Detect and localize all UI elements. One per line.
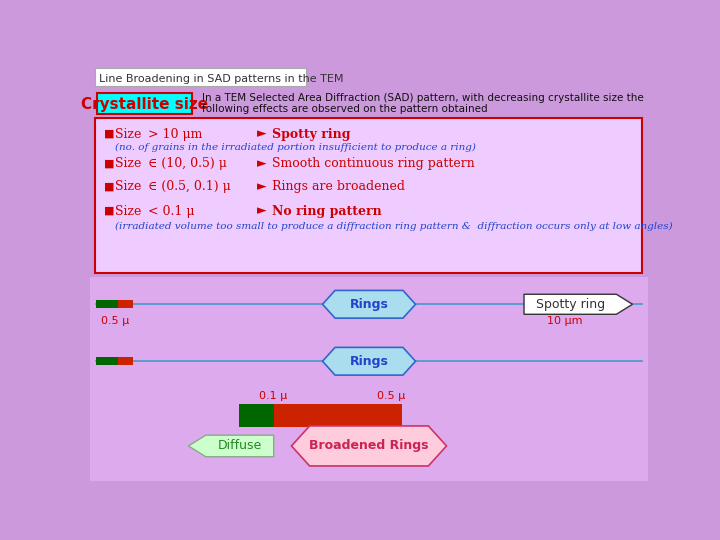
Polygon shape bbox=[189, 435, 274, 457]
Text: Diffuse: Diffuse bbox=[217, 440, 262, 453]
Text: Crystallite size: Crystallite size bbox=[81, 97, 208, 112]
Text: ►: ► bbox=[256, 127, 266, 140]
Text: Rings: Rings bbox=[350, 298, 388, 311]
Text: following effects are observed on the pattern obtained: following effects are observed on the pa… bbox=[202, 104, 488, 114]
Text: Rings: Rings bbox=[350, 355, 388, 368]
Text: ►: ► bbox=[256, 180, 266, 193]
Text: (no. of grains in the irradiated portion insufficient to produce a ring): (no. of grains in the irradiated portion… bbox=[114, 143, 476, 152]
Text: Broadened Rings: Broadened Rings bbox=[310, 440, 428, 453]
Text: No ring pattern: No ring pattern bbox=[272, 205, 382, 218]
Text: Spotty ring: Spotty ring bbox=[272, 127, 351, 140]
Text: Size: Size bbox=[114, 127, 141, 140]
Text: ∈ (0.5, 0.1) μ: ∈ (0.5, 0.1) μ bbox=[148, 180, 231, 193]
Text: Size: Size bbox=[114, 157, 141, 170]
FancyBboxPatch shape bbox=[239, 403, 274, 427]
Text: ■: ■ bbox=[104, 181, 114, 192]
FancyBboxPatch shape bbox=[118, 300, 133, 308]
Text: 0.5 μ: 0.5 μ bbox=[377, 391, 405, 401]
Text: Rings are broadened: Rings are broadened bbox=[272, 180, 405, 193]
Text: ►: ► bbox=[256, 205, 266, 218]
Text: In a TEM Selected Area Diffraction (SAD) pattern, with decreasing crystallite si: In a TEM Selected Area Diffraction (SAD)… bbox=[202, 93, 644, 103]
FancyBboxPatch shape bbox=[274, 403, 402, 427]
Text: 0.5 μ: 0.5 μ bbox=[101, 316, 129, 326]
Polygon shape bbox=[292, 426, 446, 466]
Polygon shape bbox=[323, 291, 415, 318]
FancyBboxPatch shape bbox=[118, 357, 133, 365]
Text: Size: Size bbox=[114, 180, 141, 193]
FancyBboxPatch shape bbox=[96, 300, 118, 308]
Text: Size: Size bbox=[114, 205, 141, 218]
FancyBboxPatch shape bbox=[96, 118, 642, 273]
Text: ■: ■ bbox=[104, 129, 114, 139]
Text: 0.1 μ: 0.1 μ bbox=[259, 391, 287, 401]
Text: ■: ■ bbox=[104, 206, 114, 216]
Polygon shape bbox=[323, 347, 415, 375]
FancyBboxPatch shape bbox=[96, 68, 306, 86]
Text: (irradiated volume too small to produce a diffraction ring pattern &  diffractio: (irradiated volume too small to produce … bbox=[114, 222, 672, 231]
Text: Smooth continuous ring pattern: Smooth continuous ring pattern bbox=[272, 157, 475, 170]
Text: ►: ► bbox=[256, 157, 266, 170]
Text: ■: ■ bbox=[104, 158, 114, 168]
FancyBboxPatch shape bbox=[97, 92, 192, 114]
FancyBboxPatch shape bbox=[90, 276, 648, 481]
Text: > 10 μm: > 10 μm bbox=[148, 127, 202, 140]
Polygon shape bbox=[524, 294, 632, 314]
Text: Line Broadening in SAD patterns in the TEM: Line Broadening in SAD patterns in the T… bbox=[99, 75, 344, 84]
Text: < 0.1 μ: < 0.1 μ bbox=[148, 205, 194, 218]
FancyBboxPatch shape bbox=[96, 357, 118, 365]
Text: ∈ (10, 0.5) μ: ∈ (10, 0.5) μ bbox=[148, 157, 227, 170]
Text: 10 μm: 10 μm bbox=[547, 316, 582, 326]
Text: Spotty ring: Spotty ring bbox=[536, 298, 605, 311]
